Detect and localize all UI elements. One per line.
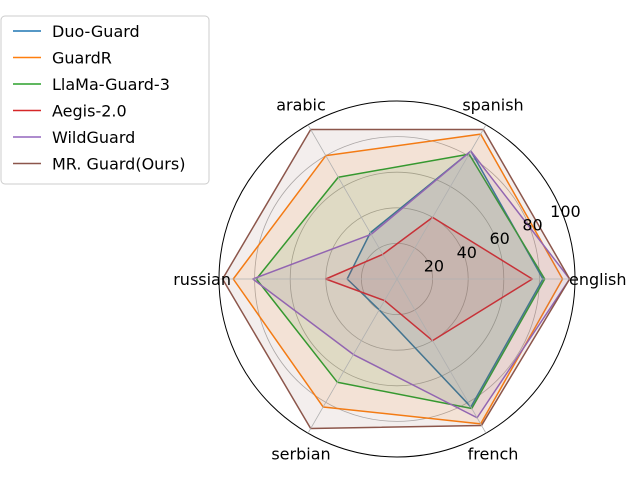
category-labels: english spanish arabic russian serbian french [173, 96, 626, 464]
category-label-russian: russian [173, 270, 231, 289]
category-label-english: english [569, 270, 627, 289]
r-tick-label-80: 80 [522, 216, 542, 235]
category-label-french: french [468, 444, 519, 463]
spoke-french [396, 278, 487, 434]
category-label-spanish: spanish [462, 96, 523, 115]
r-tick-label-60: 60 [489, 229, 509, 248]
legend-label-aegis-2-0: Aegis-2.0 [52, 102, 127, 121]
legend-label-llama-guard-3: LlaMa-Guard-3 [52, 75, 170, 94]
spoke-spanish [396, 124, 487, 280]
legend-label-mr-guard-ours: MR. Guard(Ours) [52, 155, 185, 174]
legend-label-wildguard: WildGuard [52, 128, 135, 147]
series-fill-llama-guard-3 [256, 154, 545, 409]
r-tick-label-20: 20 [424, 256, 444, 275]
series-fill-wildguard [252, 151, 570, 418]
legend-label-guardr: GuardR [52, 49, 112, 68]
r-tick-label-100: 100 [550, 202, 581, 221]
legend-label-duo-guard: Duo-Guard [52, 22, 140, 41]
r-tick-label-40: 40 [457, 243, 477, 262]
radial-tick-labels: 20 40 60 80 100 [424, 202, 581, 275]
category-label-arabic: arabic [276, 96, 326, 115]
legend: Duo-Guard GuardR LlaMa-Guard-3 Aegis-2.0 Wil… [0, 15, 210, 185]
legend-frame [0, 15, 210, 185]
spoke-arabic [307, 124, 398, 280]
radar-spokes [219, 124, 575, 434]
category-label-serbian: serbian [271, 444, 330, 463]
spoke-serbian [307, 278, 398, 434]
